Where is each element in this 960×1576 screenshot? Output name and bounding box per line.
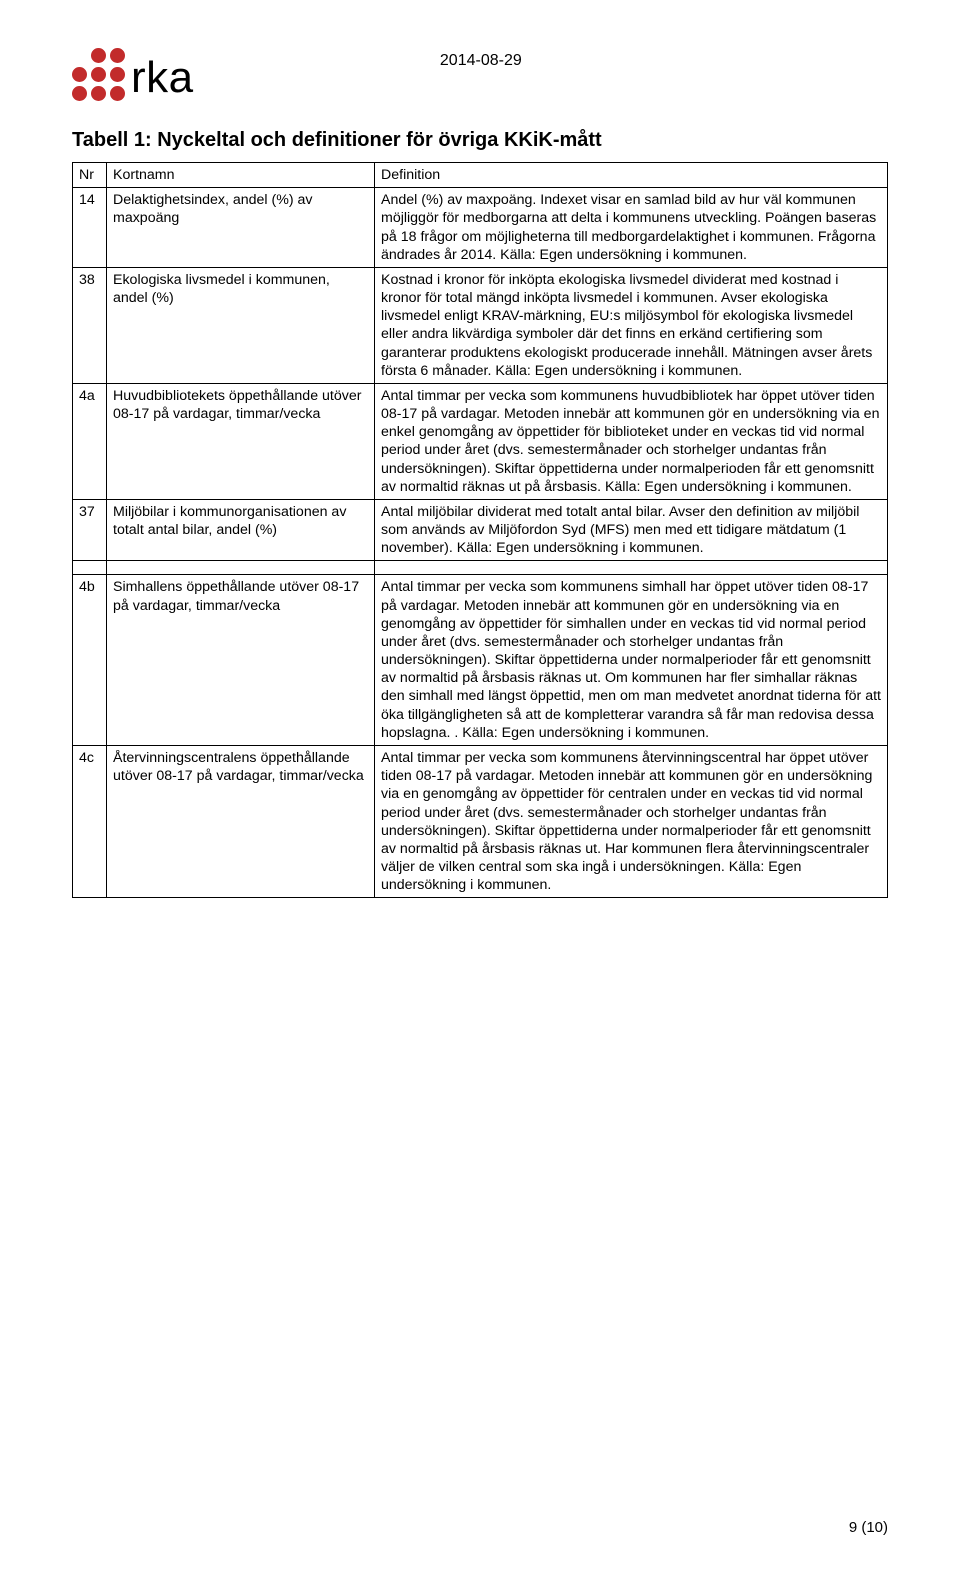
cell-kortnamn: Simhallens öppethållande utöver 08-17 på… <box>107 575 375 746</box>
col-header-nr: Nr <box>73 163 107 188</box>
cell-definition: Antal timmar per vecka som kommunens huv… <box>375 383 888 499</box>
table-row: 4bSimhallens öppethållande utöver 08-17 … <box>73 575 888 746</box>
table-row: 4cÅtervinningscentralens öppethållande u… <box>73 745 888 897</box>
table-body: 14Delaktighetsindex, andel (%) av maxpoä… <box>73 188 888 898</box>
cell-definition: Antal timmar per vecka som kommunens sim… <box>375 575 888 746</box>
logo-text: rka <box>131 56 194 100</box>
cell-definition: Antal timmar per vecka som kommunens åte… <box>375 745 888 897</box>
cell-nr: 4a <box>73 383 107 499</box>
cell-nr: 14 <box>73 188 107 268</box>
document-date: 2014-08-29 <box>194 52 768 70</box>
page: rka 2014-08-29 Tabell 1: Nyckeltal och d… <box>0 0 960 1576</box>
cell-definition: Kostnad i kronor för inköpta ekologiska … <box>375 267 888 383</box>
page-number: 9 (10) <box>849 1519 888 1536</box>
table-header-row: Nr Kortnamn Definition <box>73 163 888 188</box>
cell-nr: 4b <box>73 575 107 746</box>
cell-definition: Antal miljöbilar dividerat med totalt an… <box>375 499 888 561</box>
table-title: Tabell 1: Nyckeltal och definitioner för… <box>72 129 888 152</box>
cell-nr: 4c <box>73 745 107 897</box>
definitions-table: Nr Kortnamn Definition 14Delaktighetsind… <box>72 162 888 898</box>
header: rka 2014-08-29 <box>72 48 888 101</box>
cell-kortnamn: Miljöbilar i kommunorganisationen av tot… <box>107 499 375 561</box>
table-row: 37Miljöbilar i kommunorganisationen av t… <box>73 499 888 561</box>
cell-kortnamn: Ekologiska livsmedel i kommunen, andel (… <box>107 267 375 383</box>
col-header-kortnamn: Kortnamn <box>107 163 375 188</box>
cell-definition: Andel (%) av maxpoäng. Indexet visar en … <box>375 188 888 268</box>
cell-kortnamn: Delaktighetsindex, andel (%) av maxpoäng <box>107 188 375 268</box>
table-row: 14Delaktighetsindex, andel (%) av maxpoä… <box>73 188 888 268</box>
table-spacer-row <box>73 561 888 575</box>
cell-kortnamn: Återvinningscentralens öppethållande utö… <box>107 745 375 897</box>
logo-dots-icon <box>72 48 125 101</box>
col-header-definition: Definition <box>375 163 888 188</box>
logo: rka <box>72 48 194 101</box>
table-row: 38Ekologiska livsmedel i kommunen, andel… <box>73 267 888 383</box>
cell-kortnamn: Huvudbibliotekets öppethållande utöver 0… <box>107 383 375 499</box>
cell-nr: 37 <box>73 499 107 561</box>
cell-nr: 38 <box>73 267 107 383</box>
table-row: 4aHuvudbibliotekets öppethållande utöver… <box>73 383 888 499</box>
